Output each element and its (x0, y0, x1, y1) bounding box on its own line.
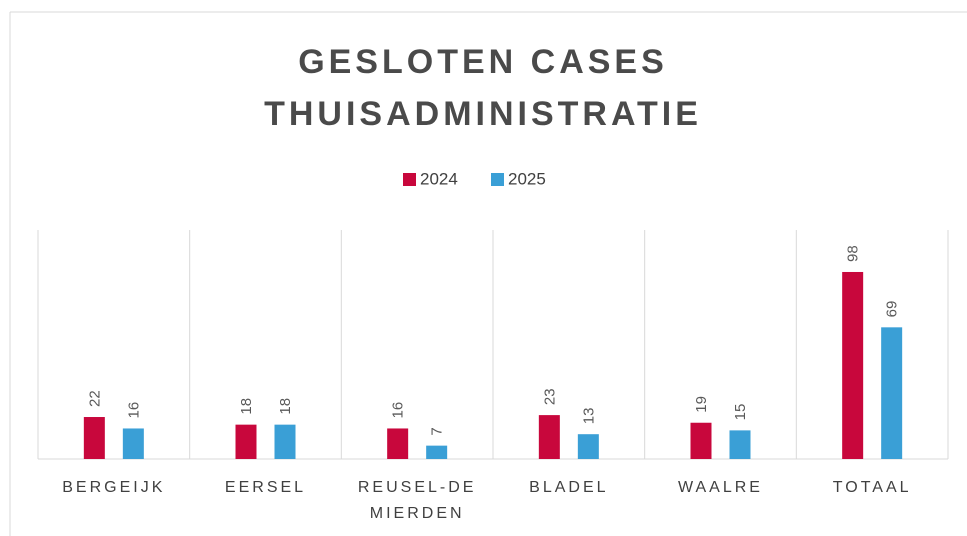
legend-label: 2025 (508, 169, 546, 188)
data-label: 13 (580, 408, 597, 425)
chart-title: THUISADMINISTRATIE (264, 95, 702, 133)
x-tick-label: BERGEIJK (62, 479, 165, 496)
data-label: 15 (732, 404, 749, 421)
bar (122, 428, 144, 459)
x-tick-label: BLADEL (529, 479, 608, 496)
bar (274, 424, 296, 459)
legend-swatch (403, 173, 416, 186)
bar (690, 422, 712, 459)
x-tick-label: TOTAAL (833, 479, 912, 496)
bar (842, 271, 864, 459)
data-label: 16 (125, 402, 142, 419)
data-label: 7 (429, 427, 446, 435)
x-tick-label: WAALRE (678, 479, 763, 496)
data-label: 22 (86, 390, 103, 407)
bar (387, 428, 409, 459)
data-label: 69 (884, 301, 901, 318)
data-label: 18 (277, 398, 294, 415)
data-label: 98 (845, 245, 862, 262)
bar (235, 424, 257, 459)
bar (729, 430, 751, 459)
data-label: 18 (238, 398, 255, 415)
legend-label: 2024 (420, 169, 458, 188)
bar (83, 417, 105, 459)
bar (426, 445, 448, 459)
chart-title: GESLOTEN CASES (298, 43, 668, 81)
x-tick-label: REUSEL-DE MIERDEN (358, 479, 477, 522)
data-label: 23 (541, 388, 558, 405)
data-label: 16 (390, 402, 407, 419)
bar (538, 415, 560, 459)
bar (577, 434, 599, 459)
bar (881, 327, 903, 459)
legend-swatch (491, 173, 504, 186)
x-tick-label: EERSEL (225, 479, 306, 496)
data-label: 19 (693, 396, 710, 413)
